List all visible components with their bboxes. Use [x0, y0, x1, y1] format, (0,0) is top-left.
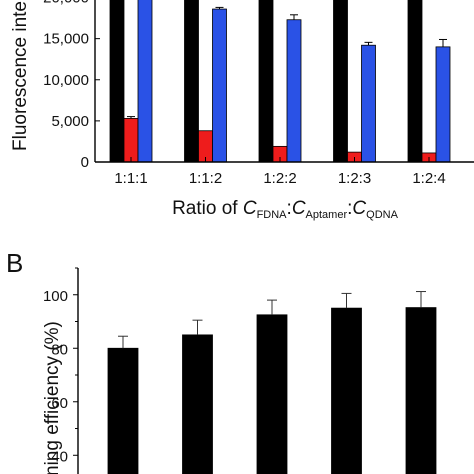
panel-a-y-tick-label: 0: [81, 154, 89, 171]
panel-b-y-tick-label: 40: [51, 448, 68, 465]
panel-a-bar-1:2:2-s2: [286, 19, 302, 163]
panel-a-bar-1:2:4-s2: [435, 46, 451, 163]
panel-b-y-tick-label: 100: [43, 288, 68, 305]
panel-a-x-tick-label: 1:1:1: [114, 170, 147, 187]
panel-a-bar-1:1:1-s2: [137, 0, 153, 163]
panel-a-x-tick-labels: 1:1:1 1:1:2 1:2:2 1:2:3 1:2:4: [114, 170, 445, 187]
panel-a-bar-1:2:4-s0: [407, 0, 423, 163]
panel-a-bars: [109, 0, 451, 163]
panel-b-axes: [73, 267, 79, 474]
panel-b-chart: B 40 60 80 100 ning efficiency (%): [6, 248, 437, 474]
panel-a-x-tick-label: 1:2:2: [263, 170, 296, 187]
panel-a-y-axis-label: Fluorescence inte: [10, 1, 31, 151]
panel-a-x-tick-label: 1:2:4: [412, 170, 445, 187]
panel-b-y-tick-label: 60: [51, 395, 68, 412]
panel-a-y-tick-label: 15,000: [43, 31, 89, 48]
panel-b-bar-1:1:1: [107, 347, 139, 474]
panel-b-y-tick-label: 80: [51, 341, 68, 358]
panel-a-axes: [94, 0, 474, 163]
panel-a-bar-1:2:3-s0: [333, 0, 348, 163]
panel-a-x-axis-label: Ratio of CFDNA:CAptamer:CQDNA: [172, 198, 399, 221]
panel-a-chart: 0 5,000 10,000 15,000 20,000 1:1:1 1:1:2 1:2:2…: [10, 0, 474, 221]
panel-b-bars: [107, 291, 437, 474]
panel-a-bar-1:2:2-s0: [258, 0, 274, 163]
panel-a-y-tick-label: 10,000: [43, 72, 89, 89]
panel-b-bar-1:2:4: [405, 307, 437, 474]
panel-b-y-axis-label: ning efficiency (%): [42, 321, 63, 474]
panel-a-bar-1:1:2-s0: [184, 0, 199, 163]
panel-a-bar-1:2:3-s2: [361, 44, 376, 163]
panel-a-bar-1:1:1-s1: [123, 118, 139, 163]
panel-b-label: B: [6, 248, 23, 278]
panel-a-bar-1:1:1-s0: [109, 0, 125, 163]
panel-a-y-tick-label: 5,000: [51, 113, 89, 130]
panel-a-y-tick-label: 20,000: [43, 0, 89, 7]
panel-a-y-tick-labels: 0 5,000 10,000 15,000 20,000: [43, 0, 89, 171]
panel-b-bar-1:2:3: [331, 307, 362, 474]
panel-b-bar-1:1:2: [182, 334, 213, 474]
panel-b-bar-1:2:2: [256, 314, 288, 474]
panel-a-x-tick-label: 1:1:2: [189, 170, 222, 187]
panel-b-y-tick-labels: 40 60 80 100: [43, 288, 68, 466]
panel-a-bar-1:1:2-s2: [212, 8, 227, 163]
panel-a-x-tick-label: 1:2:3: [338, 170, 371, 187]
